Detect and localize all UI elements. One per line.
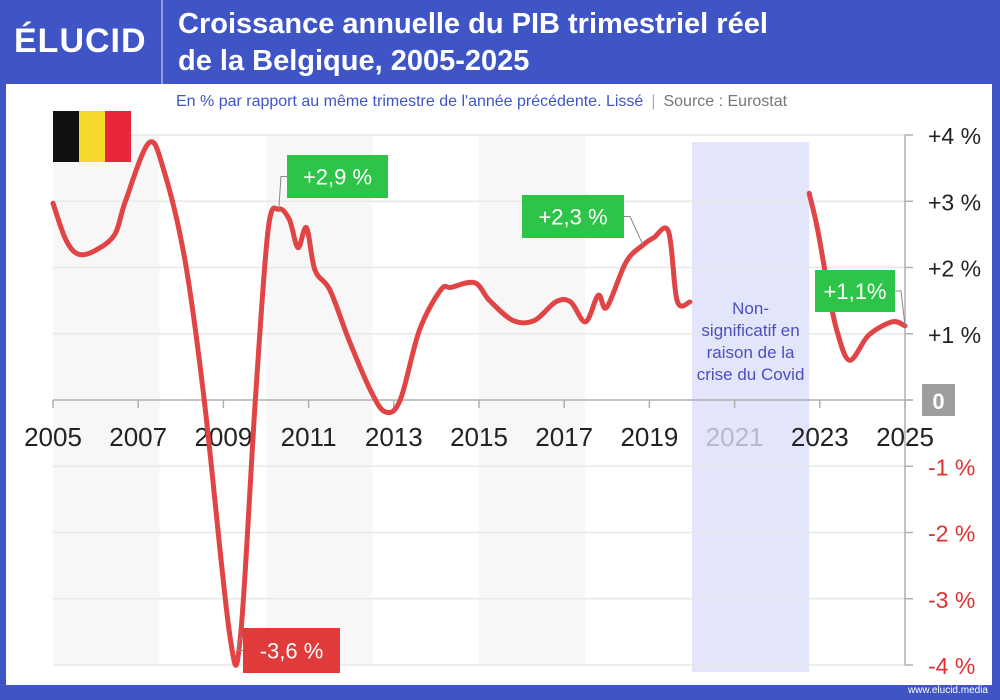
x-tick-label: 2011: [281, 422, 337, 452]
belgium-flag-icon: [105, 111, 131, 162]
y-tick-label: 0: [932, 389, 944, 414]
x-tick-label: 2017: [535, 422, 593, 452]
subtitle-text: En % par rapport au même trimestre de l'…: [176, 93, 644, 110]
x-tick-label: 2019: [620, 422, 678, 452]
gdp-series-line: [50, 139, 693, 668]
subtitle-separator: |: [651, 93, 656, 110]
header: ÉLUCID Croissance annuelle du PIB trimes…: [0, 0, 1000, 84]
annotation-leader: [278, 176, 287, 210]
x-tick-label: 2005: [24, 422, 82, 452]
annotation-leader: [236, 636, 243, 651]
covid-note: Non-: [732, 299, 769, 318]
y-tick-label: -4 %: [928, 653, 975, 679]
x-tick-label: 2025: [876, 422, 934, 452]
annotation-label: -3,6 %: [260, 639, 324, 664]
covid-note: crise du Covid: [697, 365, 805, 384]
covid-band: [692, 142, 810, 672]
y-tick-label: -3 %: [928, 587, 975, 613]
y-tick-label: -2 %: [928, 521, 975, 547]
gdp-series-line: [806, 190, 908, 363]
annotation-box: [815, 270, 895, 312]
y-tick-label: -1 %: [928, 454, 975, 480]
x-tick-label: 2015: [450, 422, 508, 452]
chart-title: Croissance annuelle du PIB trimestriel r…: [178, 6, 978, 80]
source-text: Source : Eurostat: [663, 93, 788, 110]
covid-note: raison de la: [707, 343, 795, 362]
x-tick-label: 2009: [194, 422, 252, 452]
y-tick-label: +4 %: [928, 123, 981, 149]
annotation-label: +1,1%: [824, 279, 887, 304]
annotation-box: [522, 195, 624, 238]
y-tick-label: +3 %: [928, 189, 981, 215]
belgium-flag-icon: [79, 111, 105, 162]
footer-url: www.elucid.media: [907, 685, 988, 696]
annotation-label: +2,3 %: [538, 205, 607, 230]
chart-subtitle: En % par rapport au même trimestre de l'…: [176, 93, 787, 111]
annotation-box: [287, 155, 388, 198]
header-divider: [161, 0, 163, 84]
x-tick-label: 2023: [791, 422, 849, 452]
title-line-1: Croissance annuelle du PIB trimestriel r…: [178, 8, 768, 40]
annotation-label: +2,9 %: [303, 165, 372, 190]
elucid-logo: ÉLUCID: [14, 22, 147, 60]
annotation-leader: [624, 216, 644, 246]
y-tick-label: +2 %: [928, 256, 981, 282]
y-tick-label: +1 %: [928, 322, 981, 348]
title-line-2: de la Belgique, 2005-2025: [178, 45, 530, 77]
x-tick-label: 2021: [706, 422, 764, 452]
belgium-flag-icon: [53, 111, 79, 162]
annotation-leader: [895, 290, 906, 326]
x-tick-label: 2013: [365, 422, 423, 452]
covid-note: significatif en: [701, 321, 799, 340]
x-tick-label: 2007: [109, 422, 167, 452]
zero-label-box: [922, 384, 955, 416]
annotation-box: [243, 628, 340, 673]
